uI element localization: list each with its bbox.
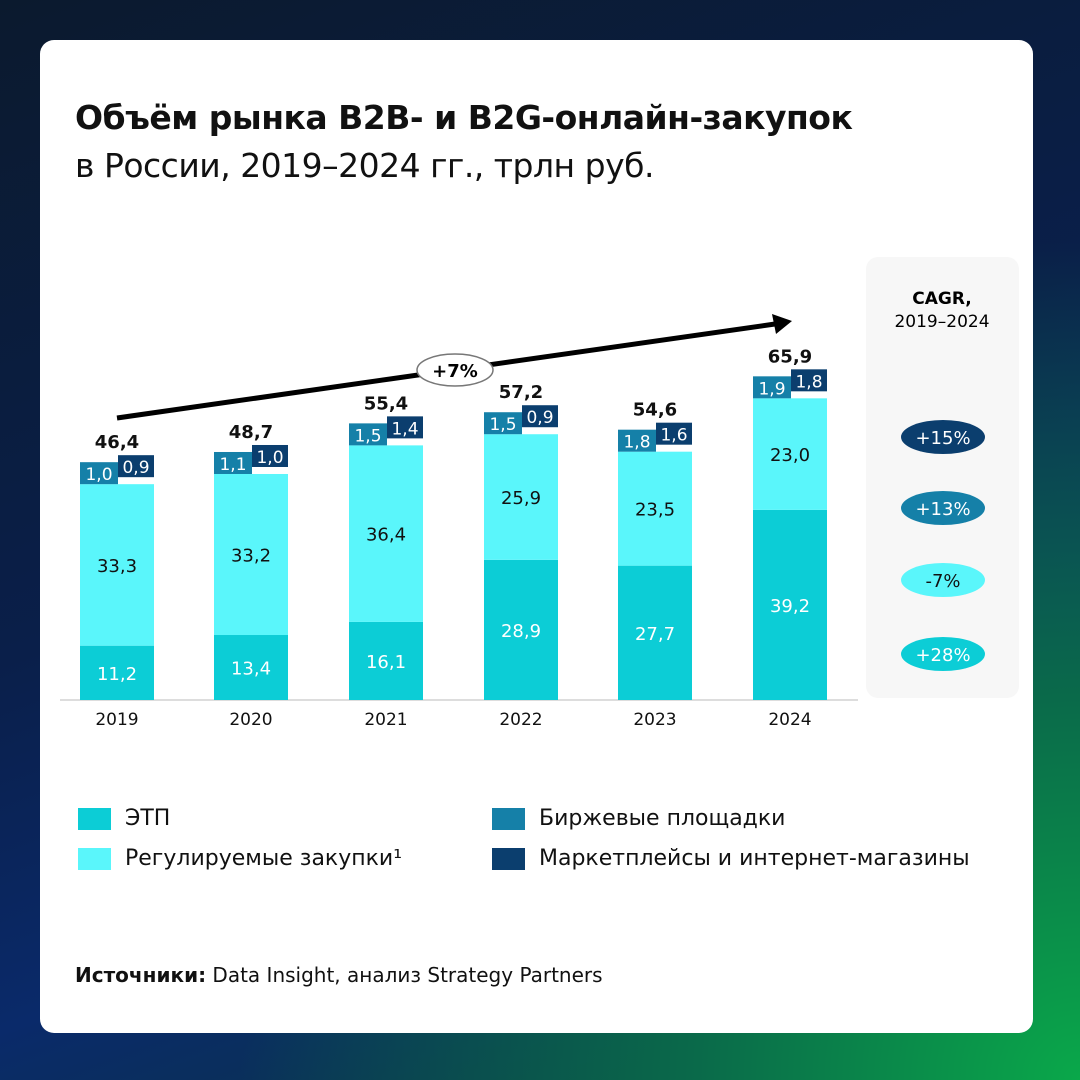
label-marketplace-2022: 0,9 (526, 408, 553, 428)
cagr-badge-etp (901, 637, 985, 671)
cagr-label-exchange: +13% (915, 499, 970, 520)
label-exchange-2021: 1,5 (354, 426, 381, 446)
label-etp-2019: 11,2 (97, 664, 137, 685)
label-regulated-2021: 36,4 (366, 525, 406, 546)
chart-title: Объём рынка B2B- и B2G-онлайн-закупок (75, 98, 853, 137)
legend-exchange: Биржевые площадки (492, 806, 785, 831)
bar-exchange-2020 (214, 451, 252, 474)
label-regulated-2019: 33,3 (97, 556, 137, 577)
label-etp-2020: 13,4 (231, 659, 271, 680)
legend-swatch (78, 847, 111, 870)
tick-label-2024: 2024 (768, 710, 811, 730)
cagr-label-marketplace: +15% (915, 428, 970, 449)
label-marketplace-2024: 1,8 (795, 372, 822, 392)
label-regulated-2023: 23,5 (635, 500, 675, 521)
label-exchange-2019: 1,0 (85, 465, 112, 485)
growth-badge (416, 353, 494, 387)
label-total-2020: 48,7 (229, 422, 273, 443)
bar-etp-2022 (484, 559, 558, 700)
legend-swatch (492, 847, 525, 870)
bar-etp-2020 (214, 635, 288, 700)
growth-label: +7% (432, 361, 478, 382)
label-total-2022: 57,2 (499, 382, 543, 403)
label-etp-2021: 16,1 (366, 652, 406, 673)
label-etp-2022: 28,9 (501, 621, 541, 642)
bar-marketplace-2022 (522, 405, 558, 428)
tick-label-2019: 2019 (95, 710, 138, 730)
arrow-head-icon (772, 314, 792, 334)
label-marketplace-2019: 0,9 (122, 458, 149, 478)
bar-exchange-2019 (80, 462, 118, 485)
label-etp-2024: 39,2 (770, 596, 810, 617)
bar-etp-2021 (349, 621, 423, 700)
bar-marketplace-2019 (118, 455, 154, 478)
cagr-badge-exchange (901, 491, 985, 525)
legend-swatch (78, 807, 111, 830)
bar-regulated-2021 (349, 445, 423, 622)
label-total-2024: 65,9 (768, 346, 812, 367)
label-exchange-2020: 1,1 (219, 455, 246, 475)
bar-regulated-2024 (753, 398, 827, 510)
bar-marketplace-2023 (656, 422, 692, 445)
bar-etp-2019 (80, 645, 154, 700)
legend-label: Маркетплейсы и интернет-магазины (539, 846, 970, 871)
label-marketplace-2023: 1,6 (660, 426, 687, 446)
cagr-panel (866, 257, 1019, 698)
cagr-badge-regulated (901, 563, 985, 597)
source-label: Источники: (75, 963, 207, 987)
label-exchange-2023: 1,8 (623, 433, 650, 453)
bar-regulated-2020 (214, 473, 288, 636)
cagr-label-etp: +28% (915, 645, 970, 666)
cagr-label-regulated: -7% (925, 571, 960, 592)
label-regulated-2020: 33,2 (231, 546, 271, 567)
bar-regulated-2019 (80, 484, 154, 646)
chart-subtitle: в России, 2019–2024 гг., трлн руб. (75, 146, 654, 185)
label-marketplace-2020: 1,0 (256, 448, 283, 468)
label-exchange-2024: 1,9 (758, 379, 785, 399)
legend-regulated: Регулируемые закупки¹ (78, 846, 402, 871)
bar-etp-2024 (753, 509, 827, 700)
tick-label-2020: 2020 (229, 710, 272, 730)
bar-exchange-2021 (349, 423, 387, 446)
bar-exchange-2024 (753, 376, 791, 399)
tick-label-2023: 2023 (633, 710, 676, 730)
legend-label: Регулируемые закупки¹ (125, 846, 403, 871)
bar-regulated-2022 (484, 434, 558, 560)
bar-exchange-2022 (484, 412, 522, 435)
tick-label-2022: 2022 (499, 710, 542, 730)
legend-marketplace: Маркетплейсы и интернет-магазины (492, 846, 970, 871)
source-note: Источники: Data Insight, анализ Strategy… (75, 963, 603, 987)
label-regulated-2024: 23,0 (770, 445, 810, 466)
cagr-title: CAGR, (912, 289, 971, 309)
bar-marketplace-2020 (252, 444, 288, 467)
source-text: Data Insight, анализ Strategy Partners (206, 963, 603, 987)
legend-label: ЭТП (125, 806, 171, 831)
bar-marketplace-2021 (387, 416, 423, 439)
legend-label: Биржевые площадки (539, 806, 786, 831)
bar-marketplace-2024 (791, 369, 827, 392)
legend-etp: ЭТП (78, 806, 170, 831)
bar-etp-2023 (618, 565, 692, 700)
label-etp-2023: 27,7 (635, 624, 675, 645)
bar-exchange-2023 (618, 429, 656, 452)
tick-label-2021: 2021 (364, 710, 407, 730)
bar-regulated-2023 (618, 451, 692, 566)
label-total-2019: 46,4 (95, 432, 139, 453)
cagr-badge-marketplace (901, 420, 985, 454)
cagr-period: 2019–2024 (894, 312, 989, 332)
label-marketplace-2021: 1,4 (391, 419, 418, 439)
label-regulated-2022: 25,9 (501, 488, 541, 509)
legend-swatch (492, 807, 525, 830)
label-exchange-2022: 1,5 (489, 415, 516, 435)
label-total-2021: 55,4 (364, 393, 408, 414)
label-total-2023: 54,6 (633, 400, 677, 421)
